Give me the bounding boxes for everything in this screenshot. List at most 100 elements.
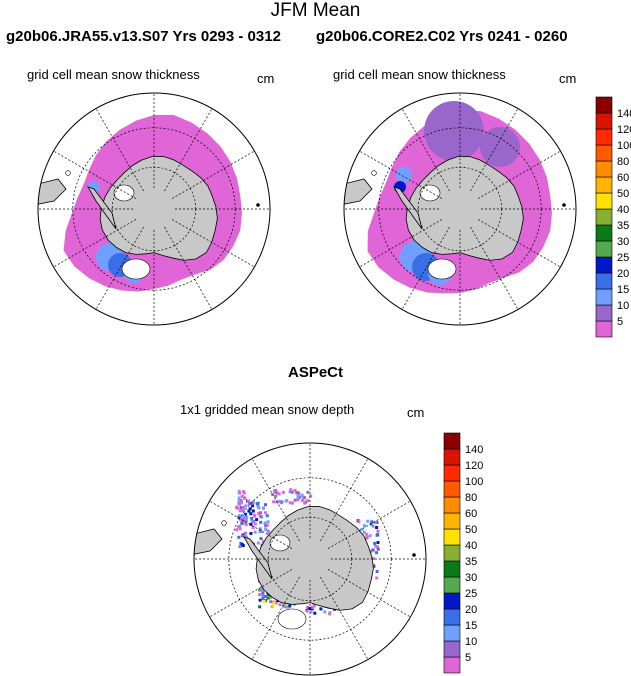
colorbar-swatch xyxy=(443,624,461,642)
colorbar-swatch xyxy=(595,96,613,114)
panel-a-header: g20b06.JRA55.v13.S07 Yrs 0293 - 0312 xyxy=(6,28,281,45)
obs-cell xyxy=(239,506,243,510)
obs-cell xyxy=(253,530,257,534)
obs-cell xyxy=(238,491,242,495)
obs-cell xyxy=(270,605,274,609)
obs-cell xyxy=(371,524,375,528)
obs-cell xyxy=(263,511,267,515)
obs-cell xyxy=(243,496,247,500)
colorbar-swatch xyxy=(443,544,461,562)
aspect-header: ASPeCt xyxy=(287,364,343,381)
obs-cell xyxy=(250,501,254,505)
colorbar-swatch xyxy=(443,496,461,514)
obs-cell xyxy=(243,512,247,516)
obs-cell xyxy=(265,514,269,518)
obs-cell xyxy=(261,592,265,595)
obs-cell xyxy=(309,494,313,498)
island xyxy=(404,97,408,101)
obs-cell xyxy=(237,514,241,518)
obs-cell xyxy=(288,604,292,608)
obs-cell xyxy=(272,601,276,605)
colorbar-tick-label: 120 xyxy=(617,124,631,136)
antarctica-land xyxy=(405,155,524,261)
obs-cell xyxy=(241,517,245,521)
obs-cell xyxy=(365,532,369,536)
obs-cell xyxy=(247,509,251,513)
colorbar-swatch xyxy=(595,224,613,242)
obs-cell xyxy=(253,522,257,526)
ross-ice-shelf xyxy=(121,258,151,280)
obs-cell xyxy=(270,492,274,496)
obs-cell xyxy=(373,520,377,524)
colorbar-swatch xyxy=(595,176,613,194)
island xyxy=(98,97,102,101)
obs-cell xyxy=(244,531,248,535)
obs-cell xyxy=(290,490,294,494)
obs-cell xyxy=(242,491,246,495)
obs-cell xyxy=(290,501,294,505)
obs-cell xyxy=(257,506,261,510)
obs-cell xyxy=(244,504,248,508)
panel-a-title: grid cell mean snow thickness xyxy=(27,67,200,82)
obs-cell xyxy=(286,605,290,609)
obs-cell xyxy=(375,570,379,573)
antarctica-land xyxy=(99,155,218,261)
obs-cell xyxy=(260,586,264,590)
colorbar-swatch xyxy=(595,304,613,322)
colorbar-swatch xyxy=(443,592,461,610)
obs-cell xyxy=(237,496,241,500)
obs-cell xyxy=(288,490,292,494)
colorbar-swatch xyxy=(595,144,613,162)
colorbar-swatch xyxy=(595,160,613,178)
obs-cell xyxy=(241,544,245,547)
colorbar-tick-label: 100 xyxy=(465,476,483,488)
colorbar-tick-label: 140 xyxy=(465,444,483,456)
panel-c-title: 1x1 gridded mean snow depth xyxy=(180,402,355,417)
obs-cell xyxy=(362,530,366,534)
obs-cell xyxy=(300,498,304,502)
obs-cell xyxy=(256,504,260,508)
obs-cell xyxy=(371,548,375,552)
obs-cell xyxy=(283,605,287,609)
obs-cell xyxy=(237,499,241,503)
colorbar-swatch xyxy=(443,432,461,450)
obs-cell xyxy=(264,528,268,531)
obs-cell xyxy=(247,501,251,505)
obs-cell xyxy=(259,537,263,541)
colorbar-tick-label: 5 xyxy=(617,316,623,328)
colorbar-tick-label: 35 xyxy=(617,220,629,232)
panel-b-header: g20b06.CORE2.C02 Yrs 0241 - 0260 xyxy=(316,28,568,45)
obs-cell xyxy=(373,541,377,545)
obs-cell xyxy=(251,504,255,508)
obs-cell xyxy=(365,535,369,539)
obs-cell xyxy=(241,514,245,518)
obs-cell xyxy=(376,545,380,549)
obs-cell xyxy=(305,609,309,613)
obs-cell xyxy=(375,526,379,529)
colorbar-swatch xyxy=(443,448,461,466)
colorbar-tick-label: 25 xyxy=(465,588,477,600)
obs-cell xyxy=(241,509,245,513)
colorbar-swatch xyxy=(443,576,461,594)
obs-cell xyxy=(265,523,269,527)
colorbar-swatch xyxy=(443,480,461,498)
obs-cell xyxy=(249,522,253,526)
colorbar-tick-label: 10 xyxy=(465,636,477,648)
obs-cell xyxy=(258,598,262,602)
obs-cell xyxy=(235,505,238,509)
obs-cell xyxy=(296,498,300,502)
obs-cell xyxy=(269,600,273,604)
obs-cell xyxy=(284,499,288,503)
obs-cell xyxy=(274,494,278,498)
colorbar-tick-label: 100 xyxy=(617,140,631,152)
obs-cell xyxy=(376,547,380,551)
obs-cell xyxy=(237,502,241,506)
snow-patch xyxy=(480,127,520,167)
obs-cell xyxy=(280,500,284,504)
obs-cell xyxy=(323,610,327,614)
colorbar-swatch xyxy=(595,128,613,146)
obs-cell xyxy=(244,518,248,522)
obs-cell xyxy=(369,550,373,553)
map-boundary xyxy=(343,92,577,326)
